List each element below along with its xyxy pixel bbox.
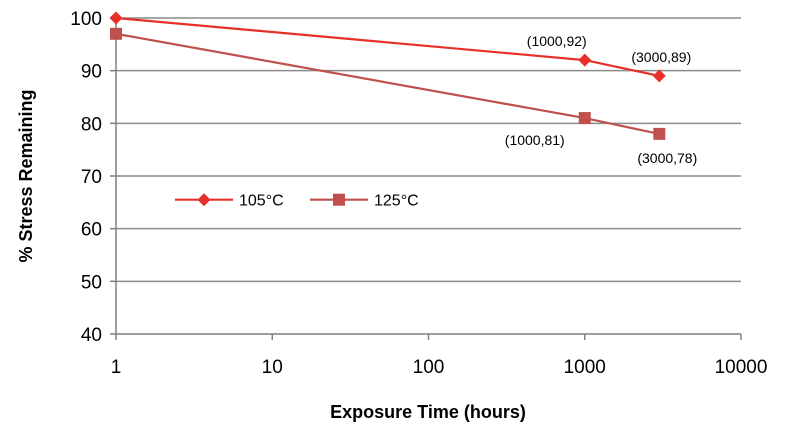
data-point-square: [653, 127, 666, 140]
data-point-diamond: [652, 69, 666, 83]
data-label: (1000,81): [505, 132, 565, 148]
legend-item-1: 105°C: [175, 193, 284, 210]
data-label: (3000,89): [631, 49, 691, 65]
legend-label: 105°C: [239, 193, 284, 210]
data-annotations: (1000,92) (3000,89) (1000,81) (3000,78): [505, 33, 697, 166]
x-tick-label: 10: [262, 357, 283, 378]
y-tick-label: 70: [81, 167, 102, 188]
y-axis-title: % Stress Remaining: [16, 89, 36, 262]
data-point-diamond: [578, 53, 592, 67]
x-tick-label: 100: [413, 357, 445, 378]
legend-item-2: 125°C: [310, 193, 419, 210]
legend: 105°C 125°C: [175, 193, 419, 210]
x-tick-label: 10000: [715, 357, 768, 378]
series-1: [109, 11, 666, 83]
y-tick-label: 50: [81, 272, 102, 293]
legend-marker: [333, 193, 345, 206]
grid-lines: [116, 17, 741, 335]
y-tick-label: 90: [81, 62, 102, 83]
legend-marker: [197, 193, 211, 207]
y-tick-label: 80: [81, 114, 102, 135]
data-label: (1000,92): [527, 33, 587, 49]
series-2: [110, 27, 666, 140]
y-tick-label: 60: [81, 220, 102, 241]
data-label: (3000,78): [637, 150, 697, 166]
x-axis-title: Exposure Time (hours): [330, 402, 526, 422]
y-tick-label: 40: [81, 325, 102, 346]
data-point-diamond: [109, 11, 123, 25]
series: [109, 11, 666, 140]
x-tick-label: 1: [111, 357, 122, 378]
legend-label: 125°C: [374, 193, 419, 210]
x-tick-label: 1000: [564, 357, 606, 378]
y-tick-label: 100: [70, 9, 102, 30]
data-point-square: [110, 27, 122, 40]
data-point-square: [578, 112, 591, 125]
